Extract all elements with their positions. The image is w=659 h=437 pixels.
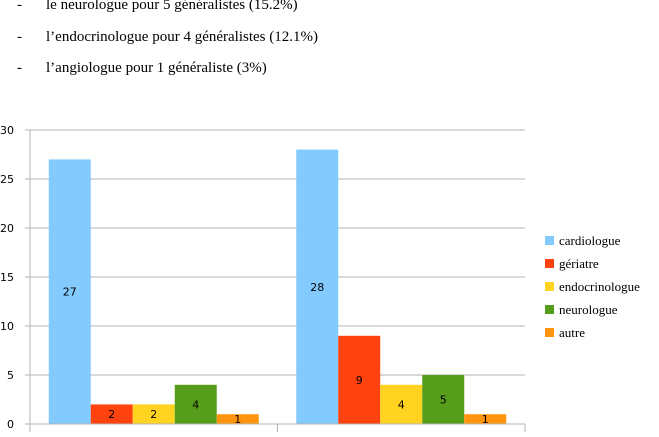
bullet-list: - le neurologue pour 5 généralistes (15.… bbox=[17, 0, 318, 76]
bar bbox=[296, 149, 339, 424]
bar bbox=[464, 414, 507, 424]
data-label: 4 bbox=[398, 398, 405, 411]
y-tick-label: 25 bbox=[0, 173, 14, 186]
legend-swatch bbox=[545, 282, 554, 291]
y-tick-label: 0 bbox=[7, 418, 14, 431]
bullet-dash: - bbox=[17, 29, 22, 45]
legend-swatch bbox=[545, 328, 554, 337]
legend-label: neurologue bbox=[559, 302, 618, 317]
bullet-text: l’angiologue pour 1 généraliste (3%) bbox=[46, 60, 267, 76]
y-tick-label: 5 bbox=[7, 369, 14, 382]
bar bbox=[174, 384, 217, 424]
bullet-dash: - bbox=[17, 60, 22, 76]
legend-label: cardiologue bbox=[559, 233, 621, 248]
bullet-text: l’endocrinologue pour 4 généralistes (12… bbox=[46, 29, 318, 45]
bar bbox=[422, 375, 465, 424]
y-tick-label: 20 bbox=[0, 222, 14, 235]
legend-swatch bbox=[545, 236, 554, 245]
data-label: 28 bbox=[310, 281, 324, 294]
bar bbox=[380, 384, 423, 424]
data-label: 2 bbox=[108, 408, 115, 421]
bar bbox=[338, 335, 381, 424]
legend-swatch bbox=[545, 305, 554, 314]
bar bbox=[132, 404, 175, 424]
bar bbox=[90, 404, 133, 424]
legend-label: endocrinologue bbox=[559, 279, 640, 294]
data-label: 5 bbox=[440, 394, 447, 407]
y-tick-label: 15 bbox=[0, 271, 14, 284]
data-label: 2 bbox=[150, 408, 157, 421]
bar bbox=[48, 159, 91, 424]
data-label: 1 bbox=[234, 413, 241, 426]
bar bbox=[216, 414, 259, 424]
data-label: 9 bbox=[356, 374, 363, 387]
data-label: 4 bbox=[192, 398, 199, 411]
data-label: 27 bbox=[63, 286, 77, 299]
data-label: 1 bbox=[482, 413, 489, 426]
bullet-dash: - bbox=[17, 0, 22, 13]
bullet-text: le neurologue pour 5 généralistes (15.2%… bbox=[46, 0, 298, 13]
legend-label: autre bbox=[559, 325, 585, 340]
legend-label: gériatre bbox=[559, 256, 599, 271]
y-tick-label: 10 bbox=[0, 320, 14, 333]
y-tick-label: 30 bbox=[0, 124, 14, 137]
legend-swatch bbox=[545, 259, 554, 268]
